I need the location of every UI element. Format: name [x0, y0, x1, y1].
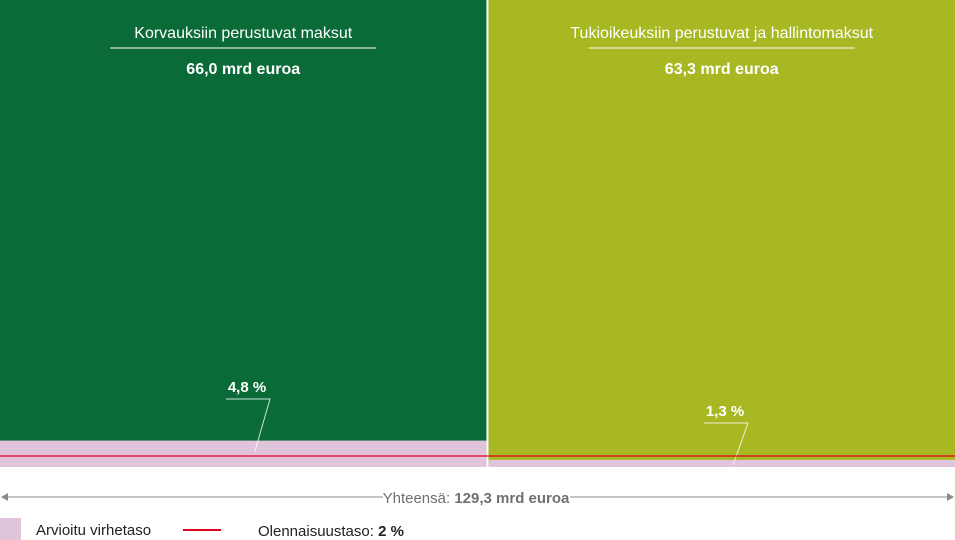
- category-label: Tukioikeuksiin perustuvat ja hallintomak…: [570, 25, 873, 42]
- arrowhead-right: [947, 493, 954, 501]
- threshold-prefix: Olennaisuustaso:: [258, 523, 378, 540]
- error-leader-line: [226, 398, 271, 452]
- error-rate-label: 1,3 %: [706, 403, 744, 420]
- bar-segment-1: [0, 0, 487, 467]
- error-leader-line: [704, 422, 749, 466]
- bar-segment-2: [488, 0, 955, 467]
- total-prefix: Yhteensä:: [383, 490, 455, 507]
- error-segment-1: [0, 440, 487, 467]
- legend-label-threshold: Olennaisuustaso: 2 %: [258, 523, 404, 540]
- amount-label: 63,3 mrd euroa: [665, 61, 779, 78]
- error-segment-2: [488, 459, 955, 467]
- threshold-value: 2 %: [378, 523, 404, 540]
- legend-label-error: Arvioitu virhetaso: [36, 522, 151, 539]
- total-label: Yhteensä: 129,3 mrd euroa: [383, 490, 570, 507]
- amount-label: 66,0 mrd euroa: [186, 61, 300, 78]
- error-rate-label: 4,8 %: [228, 379, 266, 396]
- legend-swatch-error: [0, 518, 21, 540]
- total-value: 129,3 mrd euroa: [454, 490, 570, 507]
- arrowhead-left: [1, 493, 8, 501]
- category-label: Korvauksiin perustuvat maksut: [134, 25, 352, 42]
